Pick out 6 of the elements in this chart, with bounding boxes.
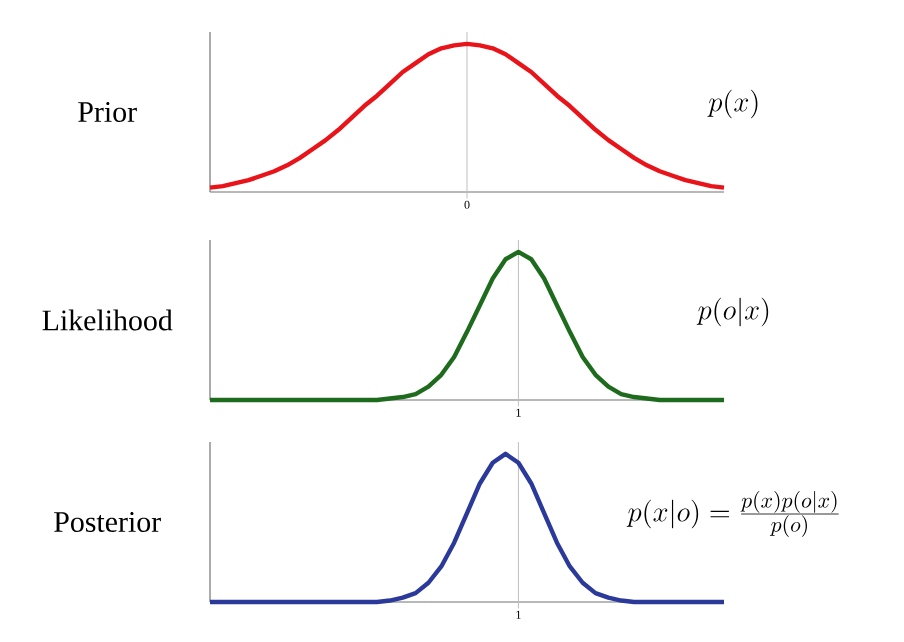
y-axis-title: Likelihood — [42, 309, 173, 331]
y-axis-title: Posterior — [54, 511, 161, 533]
annotation: $p(x)$ — [707, 89, 758, 119]
annotation: $p(x|o) = \frac{p(x)p(o|x)}{p(o)}$ — [626, 491, 839, 537]
y-axis-title: Prior — [78, 101, 137, 123]
annotation: $p(o|x)$ — [696, 297, 769, 327]
